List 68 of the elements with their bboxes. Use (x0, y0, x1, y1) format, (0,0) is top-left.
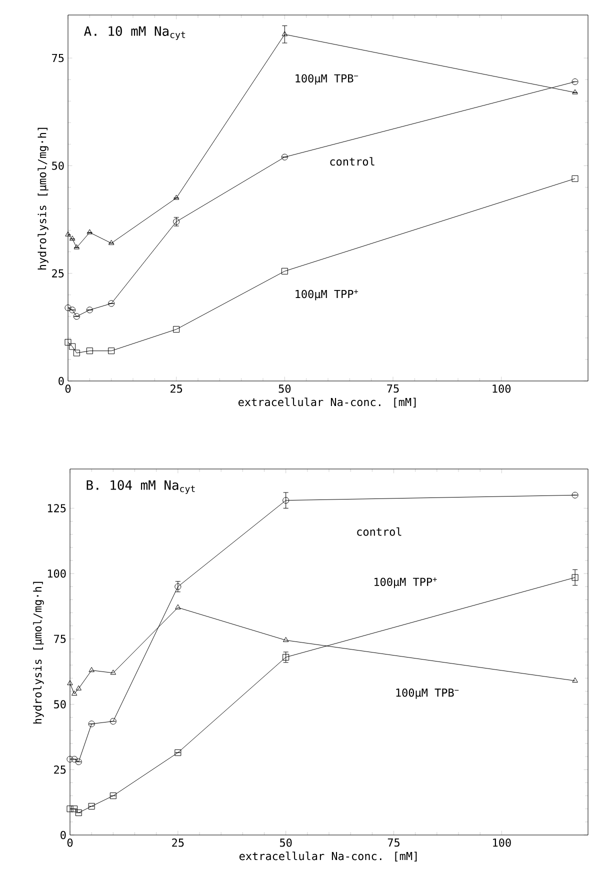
point (281, 268, 288, 274)
point (572, 678, 578, 683)
point (572, 574, 578, 581)
point (88, 802, 95, 810)
x-axis-title: extracellular Na-conc. [mM] (238, 398, 416, 408)
point (86, 229, 93, 234)
x-tick-label: 25 (172, 838, 184, 847)
point (108, 240, 114, 245)
point (76, 685, 82, 690)
point (173, 194, 180, 200)
series-label: 100µM TPP$^{+}$ (296, 290, 358, 300)
text: 100µM TPB$^{−}$ (396, 688, 459, 699)
point (86, 306, 93, 314)
y-tick-label: 75 (52, 54, 64, 62)
point (572, 492, 578, 498)
y-tick-label: 0 (58, 376, 64, 386)
point (174, 749, 182, 756)
text: 100µM TPB$^{−}$ (296, 74, 358, 85)
x-tick-label: 75 (387, 384, 399, 393)
text: 100µM TPP$^{+}$ (374, 578, 437, 588)
point (73, 350, 80, 356)
point (281, 154, 288, 160)
point (174, 583, 182, 590)
point (282, 497, 290, 504)
point (282, 31, 288, 36)
point (71, 690, 78, 696)
point (108, 300, 115, 307)
point (64, 338, 72, 346)
y-tick-label: 75 (54, 634, 66, 643)
point (75, 810, 82, 816)
y-axis-title: hydrolysis [µmol/mg·h] (33, 582, 44, 724)
text: B. 104 mM Na$_{cyt}$ (86, 480, 195, 494)
point (108, 348, 115, 354)
point (110, 670, 116, 675)
y-tick-label: 25 (52, 269, 64, 278)
point (173, 326, 180, 333)
point (282, 654, 290, 660)
point (74, 244, 80, 250)
point (88, 720, 95, 728)
y-tick-label: 50 (52, 162, 64, 170)
y-tick-label: 0 (60, 830, 66, 840)
point (282, 636, 289, 642)
text: control (357, 527, 402, 536)
point (572, 175, 578, 182)
x-tick-label: 50 (280, 838, 292, 847)
x-tick-label: 0 (67, 838, 73, 847)
point (86, 348, 93, 354)
x-tick-label: 75 (388, 838, 400, 847)
y-axis-title: hydrolysis [µmol/mg·h] (38, 128, 48, 270)
point (75, 758, 82, 766)
y-tick-label: 50 (54, 700, 66, 708)
y-tick-label: 25 (54, 766, 66, 774)
y-tick-label: 125 (48, 504, 66, 512)
series-label: control (330, 157, 374, 166)
x-tick-label: 25 (170, 384, 182, 393)
text: A. 10 mM Na$_{cyt}$ (84, 26, 186, 40)
x-axis-title: extracellular Na-conc. [mM] (239, 852, 417, 862)
point (110, 718, 116, 725)
y-tick-label: 100 (48, 569, 66, 578)
x-tick-label: 100 (493, 838, 511, 847)
point (69, 343, 76, 350)
point (110, 792, 116, 800)
point (175, 604, 181, 610)
x-tick-label: 50 (278, 384, 291, 393)
x-tick-label: 100 (492, 384, 511, 393)
point (88, 667, 94, 672)
point (67, 680, 73, 686)
point (73, 313, 80, 320)
